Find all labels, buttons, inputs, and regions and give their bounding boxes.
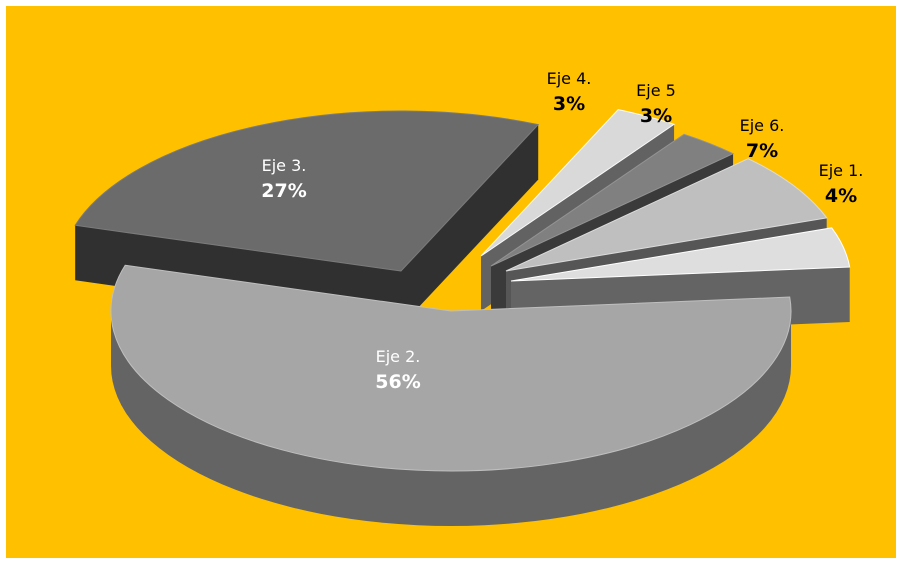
slice-label: Eje 6.	[740, 116, 785, 135]
pie-slice-top	[110, 264, 792, 472]
pie-labels: Eje 2. 56% Eje 3. 27% Eje 4. 3% Eje 5 3% Eje 6. 7…	[261, 69, 863, 393]
pie-slice-top	[505, 158, 828, 272]
slice-value-label: 4%	[825, 185, 857, 207]
pie-slice	[110, 264, 792, 526]
slice-label: Eje 2.	[376, 347, 421, 366]
pie-slice-top	[74, 110, 540, 272]
pie-chart: Eje 2. 56% Eje 3. 27% Eje 4. 3% Eje 5 3% Eje 6. 7…	[6, 6, 896, 558]
slice-value-label: 56%	[375, 371, 420, 393]
slice-label: Eje 5	[636, 81, 676, 100]
slice-label: Eje 3.	[262, 156, 307, 175]
slice-value-label: 7%	[746, 140, 778, 162]
pie-chart-svg: Eje 2. 56% Eje 3. 27% Eje 4. 3% Eje 5 3% Eje 6. 7…	[6, 6, 896, 558]
pie-slice-side	[401, 124, 539, 327]
pie-slice-top	[490, 133, 735, 267]
pie-slice-top	[480, 109, 676, 257]
slice-label: Eje 4.	[547, 69, 592, 88]
slice-value-label: 3%	[553, 93, 585, 115]
pie-slice-top	[510, 227, 851, 282]
slice-label: Eje 1.	[819, 161, 864, 180]
slice-value-label: 27%	[261, 180, 306, 202]
pie-slices	[74, 109, 851, 526]
slice-value-label: 3%	[640, 105, 672, 127]
pie-slice-rim	[111, 311, 791, 526]
